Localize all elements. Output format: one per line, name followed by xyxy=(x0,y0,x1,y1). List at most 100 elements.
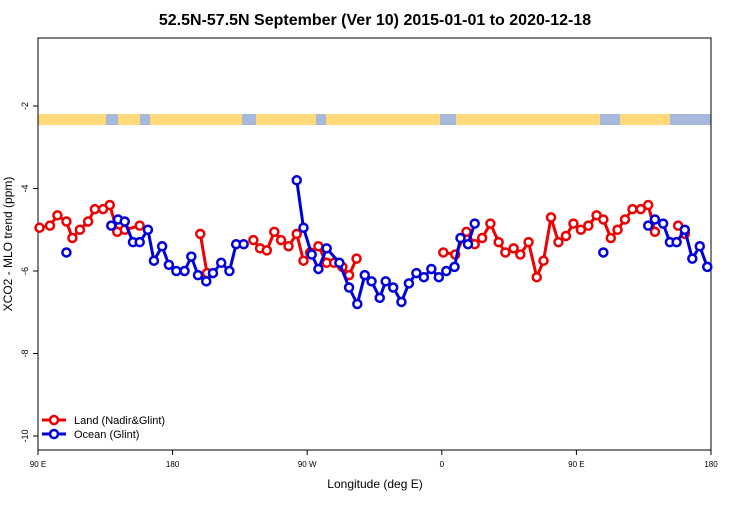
data-point xyxy=(238,238,249,250)
data-point xyxy=(568,218,579,229)
data-point xyxy=(605,232,617,244)
data-point xyxy=(366,276,377,287)
data-point xyxy=(687,253,698,264)
data-point xyxy=(575,224,587,236)
data-point xyxy=(321,243,332,254)
data-point xyxy=(508,243,519,254)
x-tick-label: 90 W xyxy=(298,460,317,469)
data-point xyxy=(104,199,116,211)
chart-title: 52.5N-57.5N September (Ver 10) 2015-01-0… xyxy=(159,12,591,29)
data-point xyxy=(61,216,72,227)
data-point xyxy=(67,232,78,244)
data-point xyxy=(343,282,355,293)
data-point xyxy=(134,220,145,231)
data-point xyxy=(642,199,654,211)
data-point xyxy=(163,259,175,271)
data-point xyxy=(306,249,317,260)
data-point xyxy=(523,236,534,248)
x-axis-label: Longitude (deg E) xyxy=(327,477,422,491)
series xyxy=(61,175,713,310)
data-point xyxy=(291,228,302,240)
data-point xyxy=(148,255,160,266)
data-point xyxy=(679,224,691,236)
series-line xyxy=(198,233,209,274)
data-point xyxy=(583,220,594,231)
data-point xyxy=(171,265,182,277)
data-point xyxy=(396,296,407,308)
data-point xyxy=(619,214,631,225)
data-point xyxy=(560,230,572,242)
data-point xyxy=(74,224,86,236)
data-point xyxy=(156,241,168,252)
data-point xyxy=(449,261,460,273)
data-point xyxy=(119,216,130,227)
x-tick-label: 180 xyxy=(166,460,180,469)
data-point xyxy=(612,224,623,236)
data-point xyxy=(201,276,212,287)
data-point xyxy=(89,203,101,215)
data-point xyxy=(441,265,452,277)
data-point xyxy=(627,203,638,215)
data-point xyxy=(179,265,190,277)
data-point xyxy=(462,238,474,250)
data-point xyxy=(248,234,259,246)
data-point xyxy=(106,220,117,231)
legend-marker xyxy=(48,414,60,426)
x-tick-label: 180 xyxy=(704,460,718,469)
data-point xyxy=(411,267,422,279)
data-point xyxy=(649,214,661,225)
data-point xyxy=(313,241,324,252)
data-point xyxy=(545,212,557,223)
data-point xyxy=(334,257,345,269)
data-point xyxy=(224,265,235,277)
land-ocean-strip xyxy=(38,114,711,125)
data-point xyxy=(195,228,206,240)
plot-frame xyxy=(37,37,712,451)
data-point xyxy=(351,253,362,264)
data-point xyxy=(455,232,466,244)
data-point xyxy=(671,236,682,248)
data-point xyxy=(215,257,227,269)
data-point xyxy=(476,232,488,244)
data-point xyxy=(598,247,609,258)
data-point xyxy=(142,224,154,236)
x-tick-label: 0 xyxy=(440,460,445,469)
y-tick-label: -6 xyxy=(20,267,30,275)
data-point xyxy=(283,241,294,252)
data-point xyxy=(515,249,526,260)
data-point xyxy=(298,222,309,233)
series xyxy=(34,199,691,283)
data-point xyxy=(538,255,549,266)
data-point xyxy=(374,292,385,304)
y-tick-label: -8 xyxy=(20,349,30,357)
series-line xyxy=(443,203,657,279)
y-tick-label: -2 xyxy=(20,102,30,110)
data-point xyxy=(380,276,391,287)
y-tick-label: -4 xyxy=(20,185,30,193)
data-point xyxy=(82,216,94,227)
data-point xyxy=(433,271,445,283)
y-tick-label: -10 xyxy=(20,429,30,442)
data-point xyxy=(553,236,564,248)
data-point xyxy=(403,278,415,289)
data-point xyxy=(269,226,280,238)
data-point xyxy=(642,220,654,231)
data-point xyxy=(291,175,302,186)
data-point xyxy=(702,261,713,273)
data-point xyxy=(598,214,609,225)
legend-label: Ocean (Glint) xyxy=(74,429,139,441)
data-point xyxy=(261,245,273,256)
data-point xyxy=(61,247,72,258)
data-point xyxy=(657,218,669,229)
data-point xyxy=(34,222,45,233)
data-point xyxy=(485,218,496,229)
data-point xyxy=(352,298,363,310)
data-point xyxy=(192,269,204,281)
data-point xyxy=(359,269,371,281)
x-tick-label: 90 E xyxy=(568,460,584,469)
data-point xyxy=(298,255,309,266)
data-point xyxy=(418,271,430,283)
data-point xyxy=(649,226,661,238)
